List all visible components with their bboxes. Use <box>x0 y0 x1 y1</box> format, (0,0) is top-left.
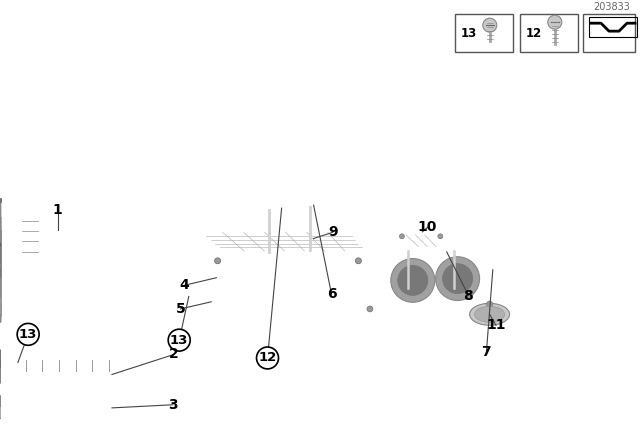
Circle shape <box>436 257 479 301</box>
Text: 12: 12 <box>259 352 276 365</box>
Text: 11: 11 <box>486 319 506 332</box>
Text: 1: 1 <box>52 202 63 216</box>
Bar <box>520 14 578 52</box>
Circle shape <box>367 306 373 312</box>
Text: 2: 2 <box>169 347 179 362</box>
Text: 203833: 203833 <box>593 2 630 12</box>
Circle shape <box>486 301 493 307</box>
Ellipse shape <box>470 303 509 325</box>
Text: 13: 13 <box>19 328 37 341</box>
Circle shape <box>17 323 39 345</box>
Text: 8: 8 <box>463 289 474 302</box>
Circle shape <box>391 258 435 302</box>
Text: 13: 13 <box>170 334 188 347</box>
Circle shape <box>443 264 472 293</box>
Text: 3: 3 <box>168 398 178 412</box>
Text: 10: 10 <box>418 220 437 234</box>
Bar <box>455 14 513 52</box>
Ellipse shape <box>475 306 504 322</box>
Text: 4: 4 <box>179 278 189 292</box>
Text: 12: 12 <box>526 26 542 39</box>
Circle shape <box>438 234 443 239</box>
Text: 9: 9 <box>328 225 338 239</box>
Circle shape <box>483 18 497 32</box>
Circle shape <box>399 234 404 239</box>
Circle shape <box>548 15 562 29</box>
Circle shape <box>257 347 278 369</box>
Text: 13: 13 <box>461 26 477 39</box>
Circle shape <box>214 258 221 264</box>
Circle shape <box>168 329 190 351</box>
Circle shape <box>355 258 362 264</box>
Text: 5: 5 <box>175 302 186 316</box>
Text: 7: 7 <box>481 345 492 359</box>
Circle shape <box>398 266 428 295</box>
Text: 6: 6 <box>326 287 337 301</box>
Bar <box>583 14 635 52</box>
